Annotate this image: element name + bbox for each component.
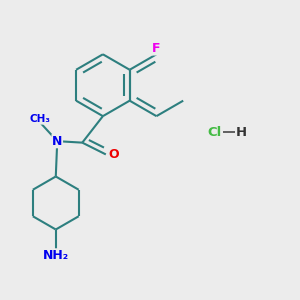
Text: H: H [236,126,247,139]
Text: F: F [152,42,161,55]
Text: CH₃: CH₃ [29,114,50,124]
Text: O: O [108,148,119,161]
Text: Cl: Cl [208,126,222,139]
Text: NH₂: NH₂ [43,249,69,262]
Text: N: N [52,135,62,148]
